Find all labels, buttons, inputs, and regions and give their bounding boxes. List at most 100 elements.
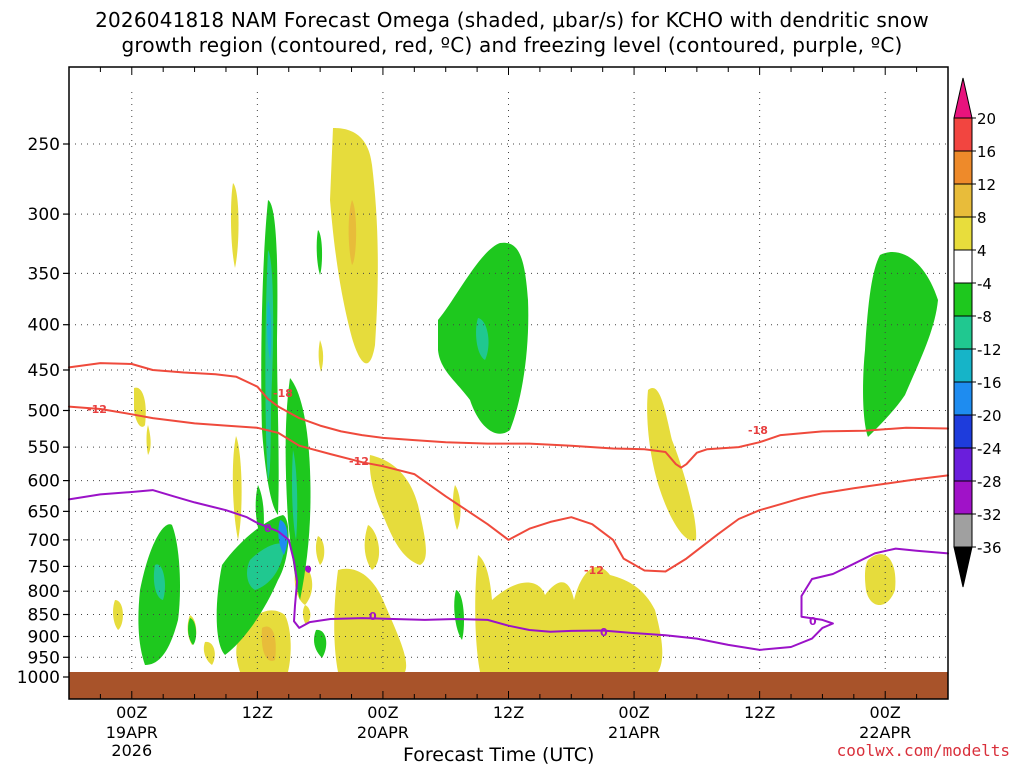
omega-yellow-region [230,183,239,268]
colorbar-label: -36 [977,539,1002,557]
y-tick-label: 950 [28,648,60,668]
y-tick-label: 650 [28,502,60,522]
omega-yellow-region [864,554,896,605]
colorbar-label: -28 [977,473,1002,491]
chart-title-line1: 2026041818 NAM Forecast Omega (shaded, μ… [95,8,929,32]
colorbar-label: 16 [977,143,996,161]
colorbar-label: -12 [977,341,1002,359]
colorbar-label: -32 [977,506,1002,524]
colorbar-segment [953,381,973,416]
colorbar-label: -20 [977,407,1002,425]
contour-label-m12: -12 [349,455,369,468]
colorbar-segment [953,216,973,251]
omega-green-region [255,485,264,540]
omega-yellow-region [475,555,663,672]
omega-green-region [285,378,311,600]
omega-green-region [314,629,327,658]
omega-yellow-region [302,605,311,625]
x-tick-label: 12Z [242,703,273,722]
colorbar-segment [953,117,973,152]
x-tick-date: 21APR [608,723,660,742]
x-tick-year: 2026 [111,741,152,760]
colorbar-segment [953,414,973,449]
colorbar-segment [953,150,973,185]
colorbar-segment [953,315,973,350]
omega-teal-core [247,543,285,590]
x-tick-label: 00Z [618,703,649,722]
colorbar-segment [953,183,973,218]
x-tick-label: 12Z [493,703,524,722]
omega-yellow-region [364,525,380,570]
x-tick-date: 19APR [106,723,158,742]
colorbar-label: -4 [977,275,992,293]
omega-teal-core [476,318,489,360]
y-tick-label: 700 [28,531,60,551]
omega-orange-core [348,200,357,265]
omega-yellow-region [647,388,697,541]
y-axis: 2503003504004505005506006507007508008509… [17,135,69,688]
colorbar-segment [953,480,973,515]
colorbar-bottom-arrow [953,546,973,588]
x-tick-label: 00Z [367,703,398,722]
colorbar-segment [953,282,973,317]
contour-label-m18: -18 [273,387,293,400]
colorbar-segment [953,447,973,482]
x-axis-title: Forecast Time (UTC) [403,744,595,766]
y-tick-label: 900 [28,627,60,647]
colorbar: 20 16 12 8 4 -4 -8 -12 -16 -20 -24 -28 -32 -36 [953,77,1002,588]
y-tick-label: 400 [28,316,60,336]
omega-teal-core [265,250,274,480]
x-tick-label: 00Z [870,703,901,722]
y-tick-label: 500 [28,402,60,422]
colorbar-label: -24 [977,440,1002,458]
y-tick-label: 750 [28,557,60,577]
contour-lines [68,362,949,651]
omega-green-region [316,230,323,275]
omega-shading [113,128,938,672]
omega-blue-core [278,520,288,555]
x-tick-label: 00Z [116,703,147,722]
colorbar-segment [953,513,973,548]
contour-labels: -12 -18 -12 -18 -12 0 0 0 0 [87,387,817,639]
contour-label-0: 0 [600,626,608,639]
chart-title-line2: growth region (contoured, red, ºC) and f… [121,33,903,57]
source-credit: coolwx.com/modelts [836,741,1010,760]
omega-purple-dot [305,565,312,573]
freezing-level-line [68,489,949,651]
omega-yellow-region [318,340,324,372]
colorbar-label: -8 [977,308,992,326]
y-tick-label: 300 [28,205,60,225]
y-tick-label: 850 [28,606,60,626]
colorbar-label: 12 [977,176,996,194]
contour-label-m18: -18 [748,424,768,437]
colorbar-label: 8 [977,209,987,227]
omega-yellow-region [452,485,461,530]
contour-label-m12: -12 [584,564,604,577]
colorbar-top-arrow [953,77,973,119]
y-tick-label: 250 [28,135,60,155]
contour-label-0: 0 [264,522,272,535]
colorbar-label: 20 [977,110,996,128]
y-tick-label: 450 [28,361,60,381]
omega-yellow-region [369,455,426,565]
y-tick-label: 1000 [17,668,60,688]
colorbar-segment [953,348,973,383]
omega-teal-core [292,450,298,540]
omega-teal-core [153,564,166,600]
omega-yellow-region [203,641,215,665]
omega-blue-core [266,300,272,360]
grid-lines [69,92,948,672]
y-tick-label: 800 [28,582,60,602]
dendritic-contour-line [68,405,949,573]
x-tick-date: 22APR [859,723,911,742]
y-tick-label: 600 [28,472,60,492]
omega-green-region [863,252,938,437]
colorbar-label: 4 [977,242,987,260]
contour-label-0: 0 [369,610,377,623]
dendritic-contour-line [68,362,949,469]
x-tick-date: 20APR [357,723,409,742]
x-tick-label: 12Z [744,703,775,722]
omega-yellow-region [334,568,407,672]
